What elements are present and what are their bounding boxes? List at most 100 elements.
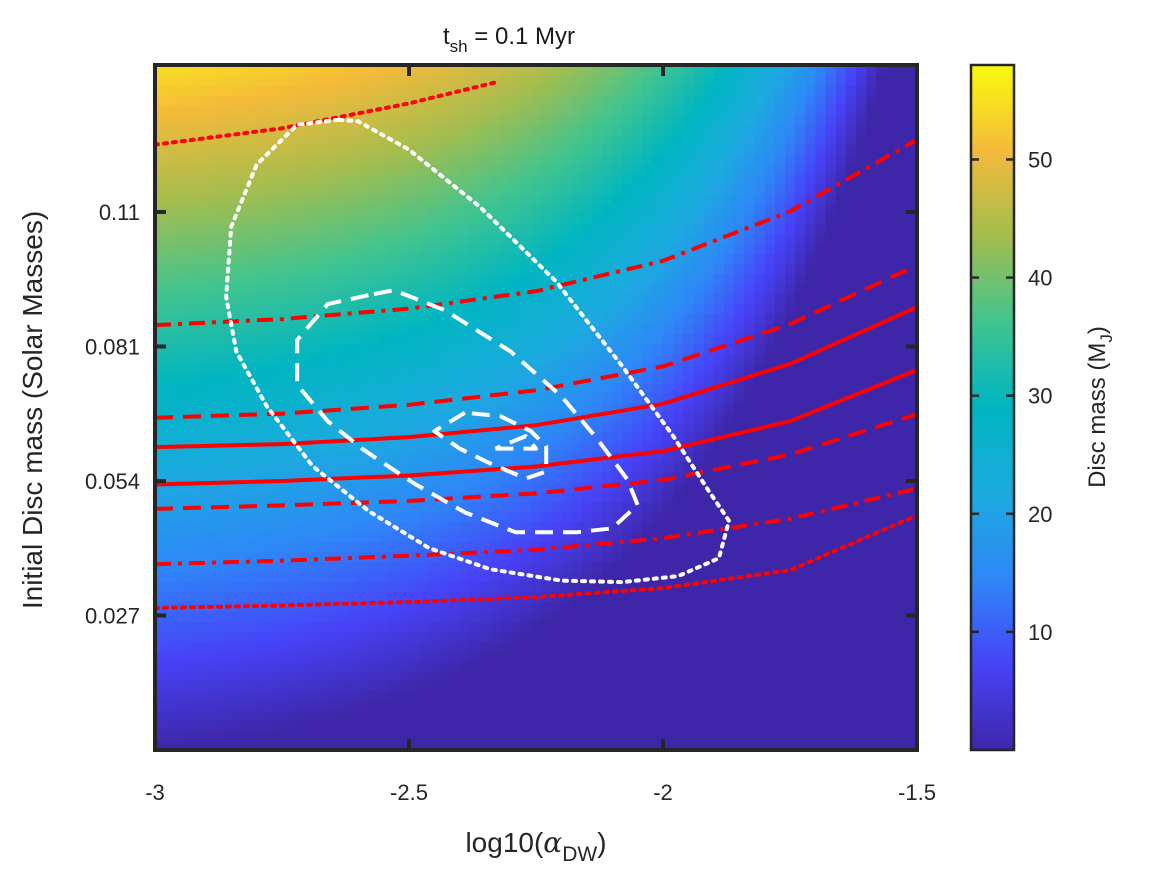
- heat-cell: [246, 462, 258, 473]
- heat-cell: [541, 670, 552, 682]
- heat-cell: [683, 253, 695, 265]
- heat-cell: [784, 84, 796, 96]
- heat-cell: [530, 174, 542, 185]
- heat-cell: [297, 194, 308, 205]
- heat-cell: [215, 174, 227, 185]
- heat-cell: [398, 481, 410, 493]
- heat-cell: [795, 203, 806, 215]
- heat-cell: [337, 462, 349, 473]
- heat-cell: [856, 581, 867, 592]
- heat-cell: [571, 690, 583, 701]
- heat-cell: [663, 432, 674, 443]
- heat-cell: [815, 283, 827, 294]
- heat-cell: [845, 362, 857, 374]
- heat-cell: [754, 611, 766, 622]
- heat-cell: [845, 452, 857, 463]
- heat-cell: [876, 432, 888, 443]
- heat-cell: [856, 223, 867, 235]
- heat-cell: [266, 531, 278, 543]
- heat-cell: [480, 601, 491, 612]
- heat-cell: [297, 164, 308, 175]
- heat-cell: [276, 342, 288, 354]
- heat-cell: [805, 501, 816, 513]
- heat-cell: [551, 432, 562, 443]
- heat-cell: [449, 65, 461, 76]
- heat-cell: [337, 194, 349, 205]
- heat-cell: [693, 690, 705, 701]
- heat-cell: [663, 601, 674, 612]
- heat-cell: [165, 352, 176, 364]
- heat-cell: [581, 283, 593, 294]
- heat-cell: [551, 551, 562, 562]
- heat-cell: [622, 462, 634, 473]
- heat-cell: [754, 730, 766, 741]
- heat-cell: [581, 581, 593, 592]
- heat-cell: [734, 630, 745, 642]
- heat-cell: [327, 412, 339, 423]
- heat-cell: [652, 521, 664, 533]
- heat-cell: [175, 640, 187, 652]
- heat-cell: [297, 521, 308, 533]
- heat-cell: [449, 303, 461, 314]
- heat-cell: [439, 174, 451, 185]
- heat-cell: [368, 362, 380, 374]
- heat-cell: [368, 630, 380, 642]
- heat-cell: [469, 134, 481, 146]
- heat-cell: [835, 531, 847, 543]
- heat-cell: [795, 690, 806, 701]
- heat-cell: [795, 94, 806, 106]
- heat-cell: [866, 402, 877, 414]
- heat-cell: [856, 630, 867, 642]
- heat-cell: [480, 640, 491, 652]
- heat-cell: [307, 620, 319, 632]
- heat-cell: [795, 134, 806, 146]
- heat-cell: [602, 591, 613, 602]
- heat-cell: [652, 571, 664, 582]
- heat-cell: [713, 561, 725, 572]
- heat-cell: [398, 611, 410, 622]
- heat-cell: [835, 223, 847, 235]
- heat-cell: [266, 640, 278, 652]
- heat-cell: [297, 333, 308, 344]
- heat-cell: [439, 670, 451, 682]
- heat-cell: [663, 263, 674, 275]
- heat-cell: [744, 362, 756, 374]
- heat-cell: [703, 730, 715, 741]
- heat-cell: [429, 203, 441, 215]
- heat-cell: [774, 283, 786, 294]
- heat-cell: [805, 313, 816, 324]
- heat-cell: [754, 104, 766, 116]
- heat-cell: [165, 65, 176, 76]
- heat-cell: [795, 730, 806, 741]
- heat-cell: [317, 452, 329, 463]
- heat-cell: [541, 720, 552, 731]
- heat-cell: [520, 392, 532, 404]
- heat-cell: [723, 432, 735, 443]
- heat-cell: [866, 362, 877, 374]
- heat-cell: [683, 591, 695, 602]
- heat-cell: [713, 412, 725, 423]
- heat-cell: [866, 303, 877, 314]
- heat-cell: [703, 144, 715, 155]
- heat-cell: [825, 640, 837, 652]
- heat-cell: [795, 591, 806, 602]
- heat-cell: [622, 74, 634, 86]
- heat-cell: [845, 571, 857, 582]
- heat-cell: [469, 174, 481, 185]
- heat-cell: [287, 372, 298, 384]
- heat-cell: [469, 442, 481, 453]
- heat-cell: [866, 352, 877, 364]
- heat-cell: [784, 144, 796, 155]
- heat-cell: [835, 442, 847, 453]
- heat-cell: [866, 243, 877, 255]
- heat-cell: [561, 174, 573, 185]
- heat-cell: [652, 481, 664, 493]
- heat-cell: [256, 213, 268, 225]
- heat-cell: [449, 700, 461, 711]
- heat-cell: [185, 203, 197, 215]
- heat-cell: [510, 501, 522, 513]
- heat-cell: [764, 611, 776, 622]
- heat-cell: [541, 154, 552, 165]
- heat-cell: [805, 601, 816, 612]
- heat-cell: [663, 243, 674, 255]
